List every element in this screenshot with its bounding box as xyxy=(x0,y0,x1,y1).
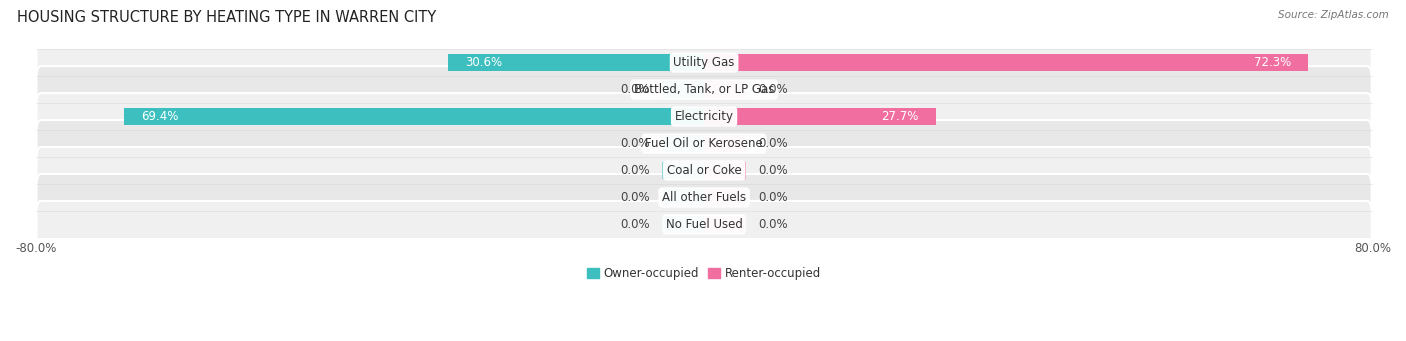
Bar xyxy=(662,189,704,206)
Bar xyxy=(662,216,704,233)
Bar xyxy=(124,108,704,125)
FancyBboxPatch shape xyxy=(37,93,1372,140)
Bar xyxy=(449,54,704,71)
Text: 0.0%: 0.0% xyxy=(620,191,650,204)
FancyBboxPatch shape xyxy=(37,201,1372,248)
Text: Coal or Coke: Coal or Coke xyxy=(666,164,741,177)
FancyBboxPatch shape xyxy=(37,174,1372,221)
Bar xyxy=(704,81,745,98)
Bar xyxy=(704,108,935,125)
Text: 0.0%: 0.0% xyxy=(620,83,650,96)
Text: Fuel Oil or Kerosene: Fuel Oil or Kerosene xyxy=(645,137,763,150)
Text: 0.0%: 0.0% xyxy=(758,218,787,231)
Text: 0.0%: 0.0% xyxy=(758,191,787,204)
Bar xyxy=(704,54,1308,71)
Text: No Fuel Used: No Fuel Used xyxy=(665,218,742,231)
Text: 0.0%: 0.0% xyxy=(620,218,650,231)
Text: 27.7%: 27.7% xyxy=(882,110,918,123)
FancyBboxPatch shape xyxy=(37,147,1372,194)
Bar xyxy=(662,81,704,98)
Bar xyxy=(704,135,745,152)
Bar xyxy=(662,135,704,152)
Text: Source: ZipAtlas.com: Source: ZipAtlas.com xyxy=(1278,10,1389,20)
FancyBboxPatch shape xyxy=(37,66,1372,113)
Text: 30.6%: 30.6% xyxy=(465,56,502,69)
Text: 0.0%: 0.0% xyxy=(758,83,787,96)
Text: 0.0%: 0.0% xyxy=(620,137,650,150)
Text: Bottled, Tank, or LP Gas: Bottled, Tank, or LP Gas xyxy=(634,83,775,96)
Text: 0.0%: 0.0% xyxy=(620,164,650,177)
Text: 72.3%: 72.3% xyxy=(1254,56,1292,69)
Bar xyxy=(704,189,745,206)
Bar xyxy=(704,162,745,179)
Legend: Owner-occupied, Renter-occupied: Owner-occupied, Renter-occupied xyxy=(582,263,825,285)
Text: 69.4%: 69.4% xyxy=(141,110,179,123)
Text: 0.0%: 0.0% xyxy=(758,164,787,177)
Text: Electricity: Electricity xyxy=(675,110,734,123)
FancyBboxPatch shape xyxy=(37,120,1372,167)
Text: HOUSING STRUCTURE BY HEATING TYPE IN WARREN CITY: HOUSING STRUCTURE BY HEATING TYPE IN WAR… xyxy=(17,10,436,25)
Text: 0.0%: 0.0% xyxy=(758,137,787,150)
Bar xyxy=(662,162,704,179)
Text: Utility Gas: Utility Gas xyxy=(673,56,735,69)
FancyBboxPatch shape xyxy=(37,39,1372,86)
Text: All other Fuels: All other Fuels xyxy=(662,191,747,204)
Bar xyxy=(704,216,745,233)
